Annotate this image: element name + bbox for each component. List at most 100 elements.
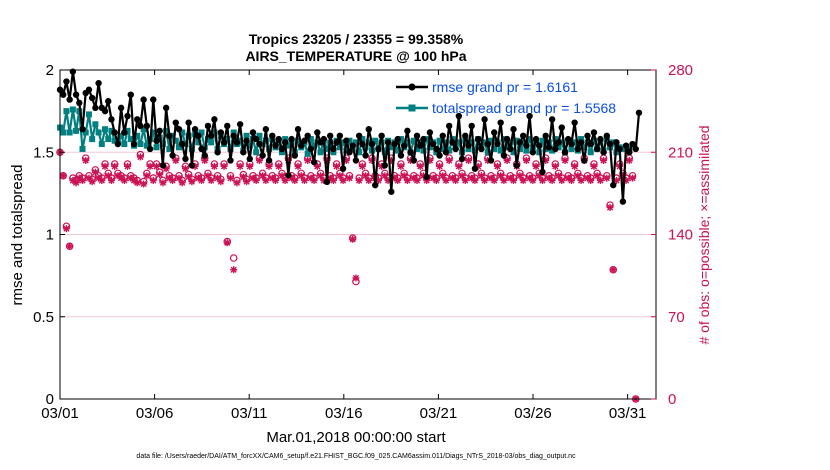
obs-assimilated-point [593, 172, 601, 180]
obs-assimilated-point [294, 162, 302, 170]
obs-assimilated-point [120, 176, 128, 184]
rmse-point [452, 145, 459, 153]
spread-point [504, 144, 511, 151]
obs-assimilated-point [336, 172, 344, 180]
obs-assimilated-point [136, 153, 144, 161]
rmse-point [124, 112, 131, 120]
rmse-point [442, 149, 450, 156]
spread-point [150, 129, 157, 136]
obs-assimilated-point [140, 180, 148, 188]
obs-assimilated-point [198, 176, 206, 184]
rmse-point [85, 86, 93, 93]
rmse-point [526, 112, 533, 120]
rmse-point [404, 127, 411, 135]
obs-assimilated-point [91, 168, 99, 176]
rmse-point [188, 162, 196, 169]
spread-point [188, 145, 195, 152]
obs-assimilated-point [358, 162, 366, 170]
rmse-point [220, 139, 228, 146]
obs-assimilated-point [281, 176, 289, 184]
spread-point [121, 141, 128, 148]
obs-assimilated-point [432, 176, 440, 184]
spread-point [471, 147, 478, 154]
spread-point [340, 139, 347, 146]
spread-point [359, 136, 366, 143]
obs-assimilated-point [169, 176, 177, 184]
spread-point [491, 145, 498, 152]
spread-point [95, 129, 102, 136]
spread-point [137, 141, 144, 148]
spread-point [60, 129, 67, 136]
rmse-point [201, 152, 208, 159]
spread-point [211, 129, 218, 136]
spread-point [98, 141, 105, 148]
obs-assimilated-point [181, 165, 189, 173]
rmse-point [76, 99, 83, 107]
obs-assimilated-point [535, 172, 543, 180]
spread-point [439, 145, 446, 152]
spread-point [285, 142, 292, 149]
rmse-point [182, 155, 189, 163]
spread-point [140, 126, 147, 133]
obs-assimilated-point [255, 156, 263, 164]
rmse-point [519, 132, 527, 139]
obs-assimilated-point [265, 162, 273, 170]
spread-point [153, 144, 160, 151]
rmse-point [291, 152, 299, 159]
rmse-point [355, 132, 363, 139]
obs-assimilated-point [300, 176, 308, 184]
y2-tick-label: 140 [668, 227, 693, 244]
rmse-point [603, 132, 611, 139]
rmse-point [391, 140, 398, 148]
rmse-point [548, 116, 556, 123]
rmse-point [397, 152, 405, 159]
spread-point [539, 137, 546, 144]
rmse-point [117, 104, 125, 112]
rmse-point [574, 145, 582, 153]
obs-assimilated-point [230, 266, 238, 274]
rmse-point [304, 132, 311, 139]
rmse-point [330, 145, 337, 153]
y-tick-label: 2 [46, 62, 54, 79]
obs-assimilated-point [185, 173, 193, 181]
rmse-point [185, 119, 192, 126]
obs-assimilated-point [603, 174, 611, 182]
rmse-point [516, 139, 524, 146]
rmse-point [552, 145, 559, 153]
x-tick-label: 03/06 [136, 405, 174, 422]
rmse-point [88, 94, 96, 102]
obs-assimilated-point [458, 172, 466, 180]
rmse-point [536, 142, 543, 149]
spread-point [102, 126, 109, 133]
obs-assimilated-point [339, 176, 347, 184]
rmse-point [172, 119, 179, 126]
rmse-point [381, 162, 389, 169]
rmse-point [66, 96, 73, 103]
obs-assimilated-point [629, 174, 637, 182]
rmse-point [494, 140, 501, 148]
rmse-point [510, 126, 517, 133]
obs-assimilated-point [152, 162, 160, 170]
obs-assimilated-point [62, 225, 70, 233]
obs-assimilated-point [397, 162, 405, 170]
rmse-point [233, 139, 241, 146]
spread-point [523, 147, 530, 154]
spread-point [159, 141, 166, 148]
rmse-point [153, 137, 160, 144]
rmse-point [481, 116, 488, 123]
rmse-point [407, 149, 414, 156]
obs-assimilated-point [252, 176, 260, 184]
obs-assimilated-point [146, 162, 154, 170]
obs-assimilated-point [590, 162, 598, 170]
obs-assimilated-point [101, 162, 109, 170]
rmse-point [243, 137, 250, 144]
spread-point [89, 136, 96, 143]
spread-point [237, 137, 244, 144]
rmse-point [462, 132, 469, 139]
rmse-point [249, 129, 257, 136]
rmse-point [79, 126, 86, 133]
rmse-point [111, 129, 118, 136]
spread-point [455, 139, 462, 146]
obs-assimilated-point [352, 274, 360, 282]
rmse-point [507, 145, 514, 153]
